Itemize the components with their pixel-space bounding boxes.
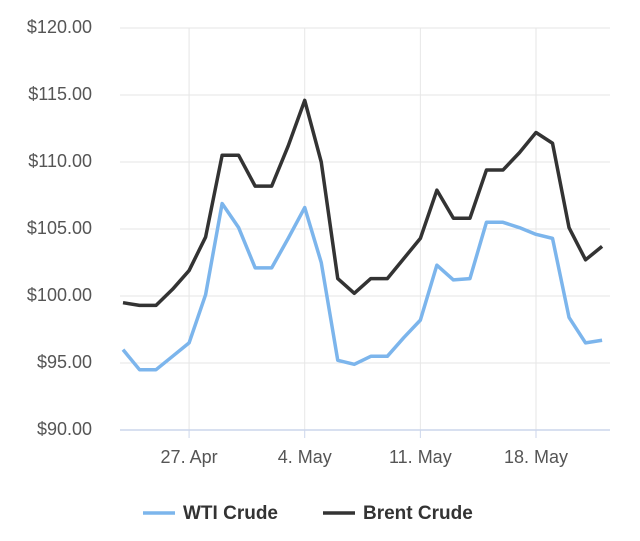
y-tick-label: $115.00 xyxy=(28,84,92,104)
legend-label: WTI Crude xyxy=(183,503,278,524)
series-line xyxy=(122,98,604,308)
legend-label: Brent Crude xyxy=(363,503,473,524)
y-tick-label: $95.00 xyxy=(37,352,92,372)
series-line xyxy=(121,201,603,372)
x-tick-label: 18. May xyxy=(504,447,568,467)
x-tick-label: 4. May xyxy=(278,447,332,467)
y-tick-label: $90.00 xyxy=(37,419,92,439)
y-tick-label: $100.00 xyxy=(27,285,92,305)
x-tick-label: 11. May xyxy=(389,447,452,467)
x-tick-label: 27. Apr xyxy=(161,447,218,467)
y-tick-label: $105.00 xyxy=(27,218,92,238)
y-tick-label: $120.00 xyxy=(27,17,92,37)
y-tick-label: $110.00 xyxy=(28,151,92,171)
